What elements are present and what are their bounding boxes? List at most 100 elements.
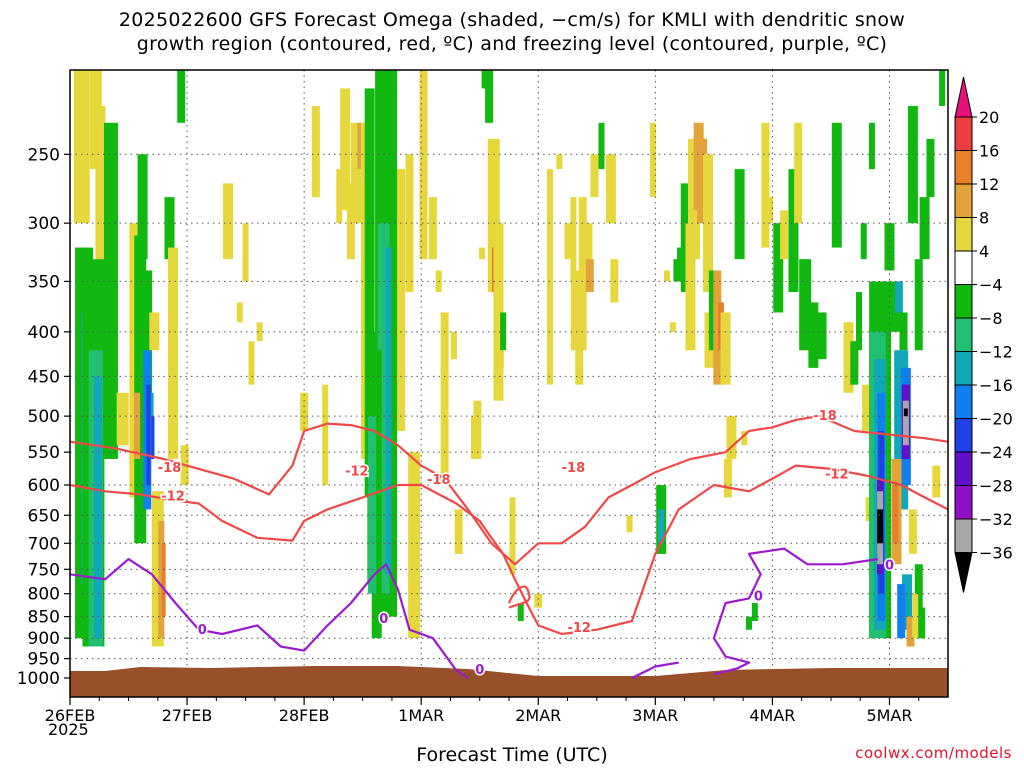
omega-cell [116,392,129,446]
omega-cell [137,154,148,260]
colorbar-swatch [954,317,973,352]
omega-cell [371,350,382,639]
omega-cell [517,603,524,622]
colorbar-label: −28 [979,477,1013,496]
omega-cell [726,416,737,459]
omega-cell [868,122,875,170]
colorbar-label: 8 [979,209,989,228]
y-tick-label: 450 [28,367,60,387]
colorbar-swatch [954,485,973,520]
freezing-level-contour-line [631,661,679,679]
omega-cell [673,259,680,282]
omega-cell [799,259,812,351]
omega-cell [734,169,745,260]
x-axis-title: Forecast Time (UTC) [416,744,608,766]
omega-cell [340,88,351,211]
omega-cell [914,259,923,351]
freezing-level-contour-line [712,547,878,676]
colorbar-swatch [954,451,973,486]
colorbar-swatch [954,552,973,593]
omega-cell [485,70,494,123]
omega-cell [932,465,941,498]
omega-cell [794,122,803,224]
omega-cell [385,247,392,575]
omega-cell [850,341,859,385]
omega-cell [164,197,175,260]
colorbar-swatch [954,284,973,319]
omega-cell [908,509,917,554]
omega-cell [860,223,867,260]
omega-cell [149,416,155,459]
omega-cell [322,384,329,486]
omega-cell [767,197,774,224]
freezing-level-label: 0 [754,590,763,605]
colorbar-swatch [954,217,973,252]
omega-cell [664,270,671,282]
omega-cell [177,70,186,123]
omega-cell [773,223,784,313]
omega-cell [556,154,563,170]
omega-cell [133,392,142,459]
omega-cell [73,70,90,224]
omega-cell [149,312,160,351]
omega-cell [912,593,919,639]
omega-cell [473,400,482,459]
omega-cell [500,312,507,351]
ground-surface [70,666,948,697]
omega-cell [903,408,908,417]
omega-cell [408,452,421,639]
y-tick-label: 300 [28,214,60,234]
omega-cell [336,169,343,224]
colorbar-label: −24 [979,443,1013,462]
omega-cell [626,515,633,533]
omega-cell [598,122,605,170]
dgz-contour-label: -18 [562,461,586,476]
y-tick-label: 750 [28,560,60,580]
chart-title-line-2: growth region (contoured, red, ºC) and f… [136,33,888,55]
omega-cell [669,322,676,332]
omega-cell [745,616,752,630]
colorbar-label: 20 [979,108,999,127]
freezing-level-label: 0 [885,558,894,573]
omega-cell [248,341,255,385]
omega-cell [899,312,908,351]
omega-cell [590,154,599,198]
omega-cell [780,210,789,260]
omega-cell [534,593,543,608]
colorbar-label: −36 [979,544,1013,563]
omega-cell [894,281,903,313]
freezing-level-label: 0 [198,623,207,638]
x-tick-label: 28FEB [279,706,330,725]
omega-cell [454,509,463,554]
omega-cell [428,197,437,260]
omega-cell [546,169,553,385]
dgz-contour-line [69,464,949,636]
y-tick-label: 400 [28,323,60,343]
omega-cell [902,400,909,446]
omega-cell [788,169,799,293]
y-tick-label: 1000 [17,669,60,689]
x-tick-label: 26FEB [45,706,96,725]
omega-cell [440,312,449,486]
omega-cell [658,509,665,544]
colorbar: 20 16 12 8 4 −4 −8 −12 −16 −20 −24 −28 −32 −36 [954,76,1013,593]
omega-cell [751,603,758,622]
omega-cell [256,322,263,342]
omega-cell [242,223,249,282]
omega-cell [741,430,748,446]
omega-cell [685,223,696,351]
omega-cell [856,292,863,351]
colorbar-label: −16 [979,376,1013,395]
omega-cell [450,331,457,360]
y-tick-label: 900 [28,629,60,649]
y-tick-label: 500 [28,407,60,427]
ground-layer [70,666,948,697]
omega-cell [405,154,414,293]
dgz-contour-loop [507,585,531,609]
omega-cell [605,154,616,224]
omega-cell [914,564,923,639]
omega-cell [713,270,722,385]
omega-cell [843,322,854,393]
watermark-link[interactable]: coolwx.com/models [855,744,1012,762]
colorbar-swatch [954,116,973,151]
